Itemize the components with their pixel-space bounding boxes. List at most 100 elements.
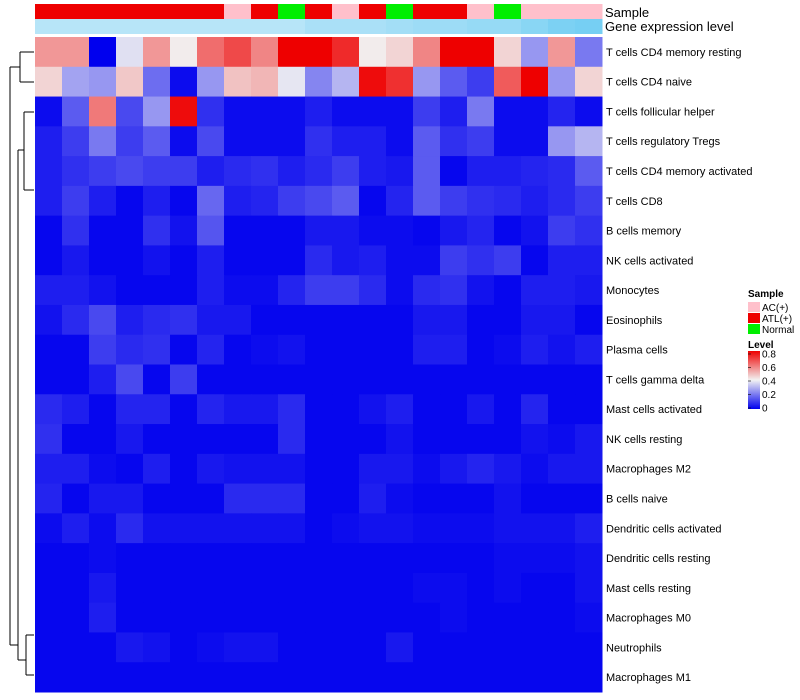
row-label: Plasma cells	[606, 345, 668, 357]
heatmap-cell	[251, 483, 279, 514]
heatmap-cell	[548, 632, 576, 663]
heatmap-cell	[305, 602, 333, 633]
heatmap-cell	[116, 185, 144, 217]
heatmap-cell	[170, 156, 198, 187]
legend-swatch	[748, 302, 760, 312]
heatmap-cell	[197, 334, 225, 365]
heatmap-cell	[467, 394, 495, 425]
heatmap-cell	[440, 424, 468, 455]
heatmap-cell	[413, 453, 441, 485]
heatmap-cell	[359, 245, 387, 276]
row-labels: T cells CD4 memory resting T cells CD4 na…	[606, 47, 753, 684]
heatmap-cell	[278, 602, 306, 633]
heatmap-cell	[332, 662, 360, 693]
heatmap-cell	[386, 66, 414, 98]
heatmap-cell	[440, 245, 468, 276]
heatmap-cell	[440, 66, 468, 98]
heatmap-cell	[359, 602, 387, 633]
row-label: Macrophages M1	[606, 672, 691, 684]
heatmap-cell	[278, 96, 306, 127]
heatmap-cell	[359, 543, 387, 574]
heatmap-cell	[197, 96, 225, 127]
heatmap-cell	[224, 453, 252, 485]
heatmap-cell	[197, 572, 225, 604]
heatmap-cell	[35, 513, 63, 544]
heatmap-cell	[575, 602, 603, 633]
legend-sample-entries: AC(+)ATL(+)Normal	[748, 302, 794, 336]
heatmap-cell	[359, 632, 387, 663]
heatmap-cell	[305, 66, 333, 98]
heatmap-cell	[170, 632, 198, 663]
heatmap-cell	[521, 483, 549, 514]
heatmap-cell	[224, 364, 252, 395]
heatmap-cell	[440, 96, 468, 127]
heatmap-cell	[359, 394, 387, 425]
heatmap-cell	[143, 483, 171, 514]
heatmap-cell	[35, 215, 63, 246]
heatmap-cell	[440, 275, 468, 306]
heatmap-cell	[467, 364, 495, 395]
heatmap-cell	[413, 215, 441, 246]
heatmap-cell	[359, 364, 387, 395]
row-label: T cells CD4 memory resting	[606, 47, 742, 59]
heatmap-cell	[359, 215, 387, 246]
heatmap-cell	[170, 483, 198, 514]
heatmap-cell	[116, 394, 144, 425]
heatmap-cell	[440, 215, 468, 246]
heatmap-cell	[143, 453, 171, 485]
heatmap-cell	[224, 37, 252, 68]
heatmap-cell	[494, 632, 522, 663]
heatmap-cell	[197, 156, 225, 187]
heatmap-cell	[548, 394, 576, 425]
heatmap-cell	[143, 215, 171, 246]
heatmap-cell	[521, 602, 549, 633]
heatmap-cell	[251, 632, 279, 663]
heatmap-cell	[494, 602, 522, 633]
heatmap-cell	[494, 275, 522, 306]
heatmap-cell	[440, 483, 468, 514]
heatmap-cell	[89, 453, 117, 485]
heatmap-cell	[35, 156, 63, 187]
heatmap-cell	[467, 602, 495, 633]
sample-annotation-cell	[251, 4, 279, 19]
heatmap-cell	[89, 662, 117, 693]
track-labels: Sample Gene expression level	[605, 5, 734, 34]
heatmap-cell	[170, 394, 198, 425]
heatmap-cell	[440, 453, 468, 485]
heatmap-cell	[278, 513, 306, 544]
heatmap-cell	[494, 364, 522, 395]
row-label: T cells regulatory Tregs	[606, 136, 721, 148]
heatmap-cell	[62, 453, 90, 485]
heatmap-cell	[548, 483, 576, 514]
heatmap-cell	[332, 543, 360, 574]
row-label: B cells memory	[606, 226, 682, 238]
heatmap-cell	[116, 662, 144, 693]
heatmap-cell	[224, 543, 252, 574]
heatmap-cell	[359, 304, 387, 336]
expression-annotation-cell	[494, 19, 522, 34]
heatmap-cell	[521, 96, 549, 127]
heatmap-cell	[305, 245, 333, 276]
row-label: T cells CD8	[606, 196, 663, 208]
heatmap-cell	[116, 572, 144, 604]
heatmap-cell	[62, 364, 90, 395]
expression-annotation-cell	[62, 19, 90, 34]
heatmap-cell	[89, 96, 117, 127]
heatmap-cell	[62, 156, 90, 187]
heatmap-cell	[35, 662, 63, 693]
heatmap-cell	[116, 96, 144, 127]
heatmap-cell	[278, 185, 306, 217]
heatmap-cell	[332, 156, 360, 187]
heatmap-cell	[332, 215, 360, 246]
heatmap-cell	[440, 37, 468, 68]
heatmap-cell	[359, 334, 387, 365]
heatmap-cell	[224, 66, 252, 98]
heatmap-cell	[278, 275, 306, 306]
expression-annotation-cell	[359, 19, 387, 34]
expression-annotation-cell	[143, 19, 171, 34]
heatmap-cell	[332, 96, 360, 127]
heatmap-cell	[89, 275, 117, 306]
heatmap-cell	[224, 632, 252, 663]
heatmap-cell	[386, 453, 414, 485]
sample-annotation-cell	[521, 4, 549, 19]
